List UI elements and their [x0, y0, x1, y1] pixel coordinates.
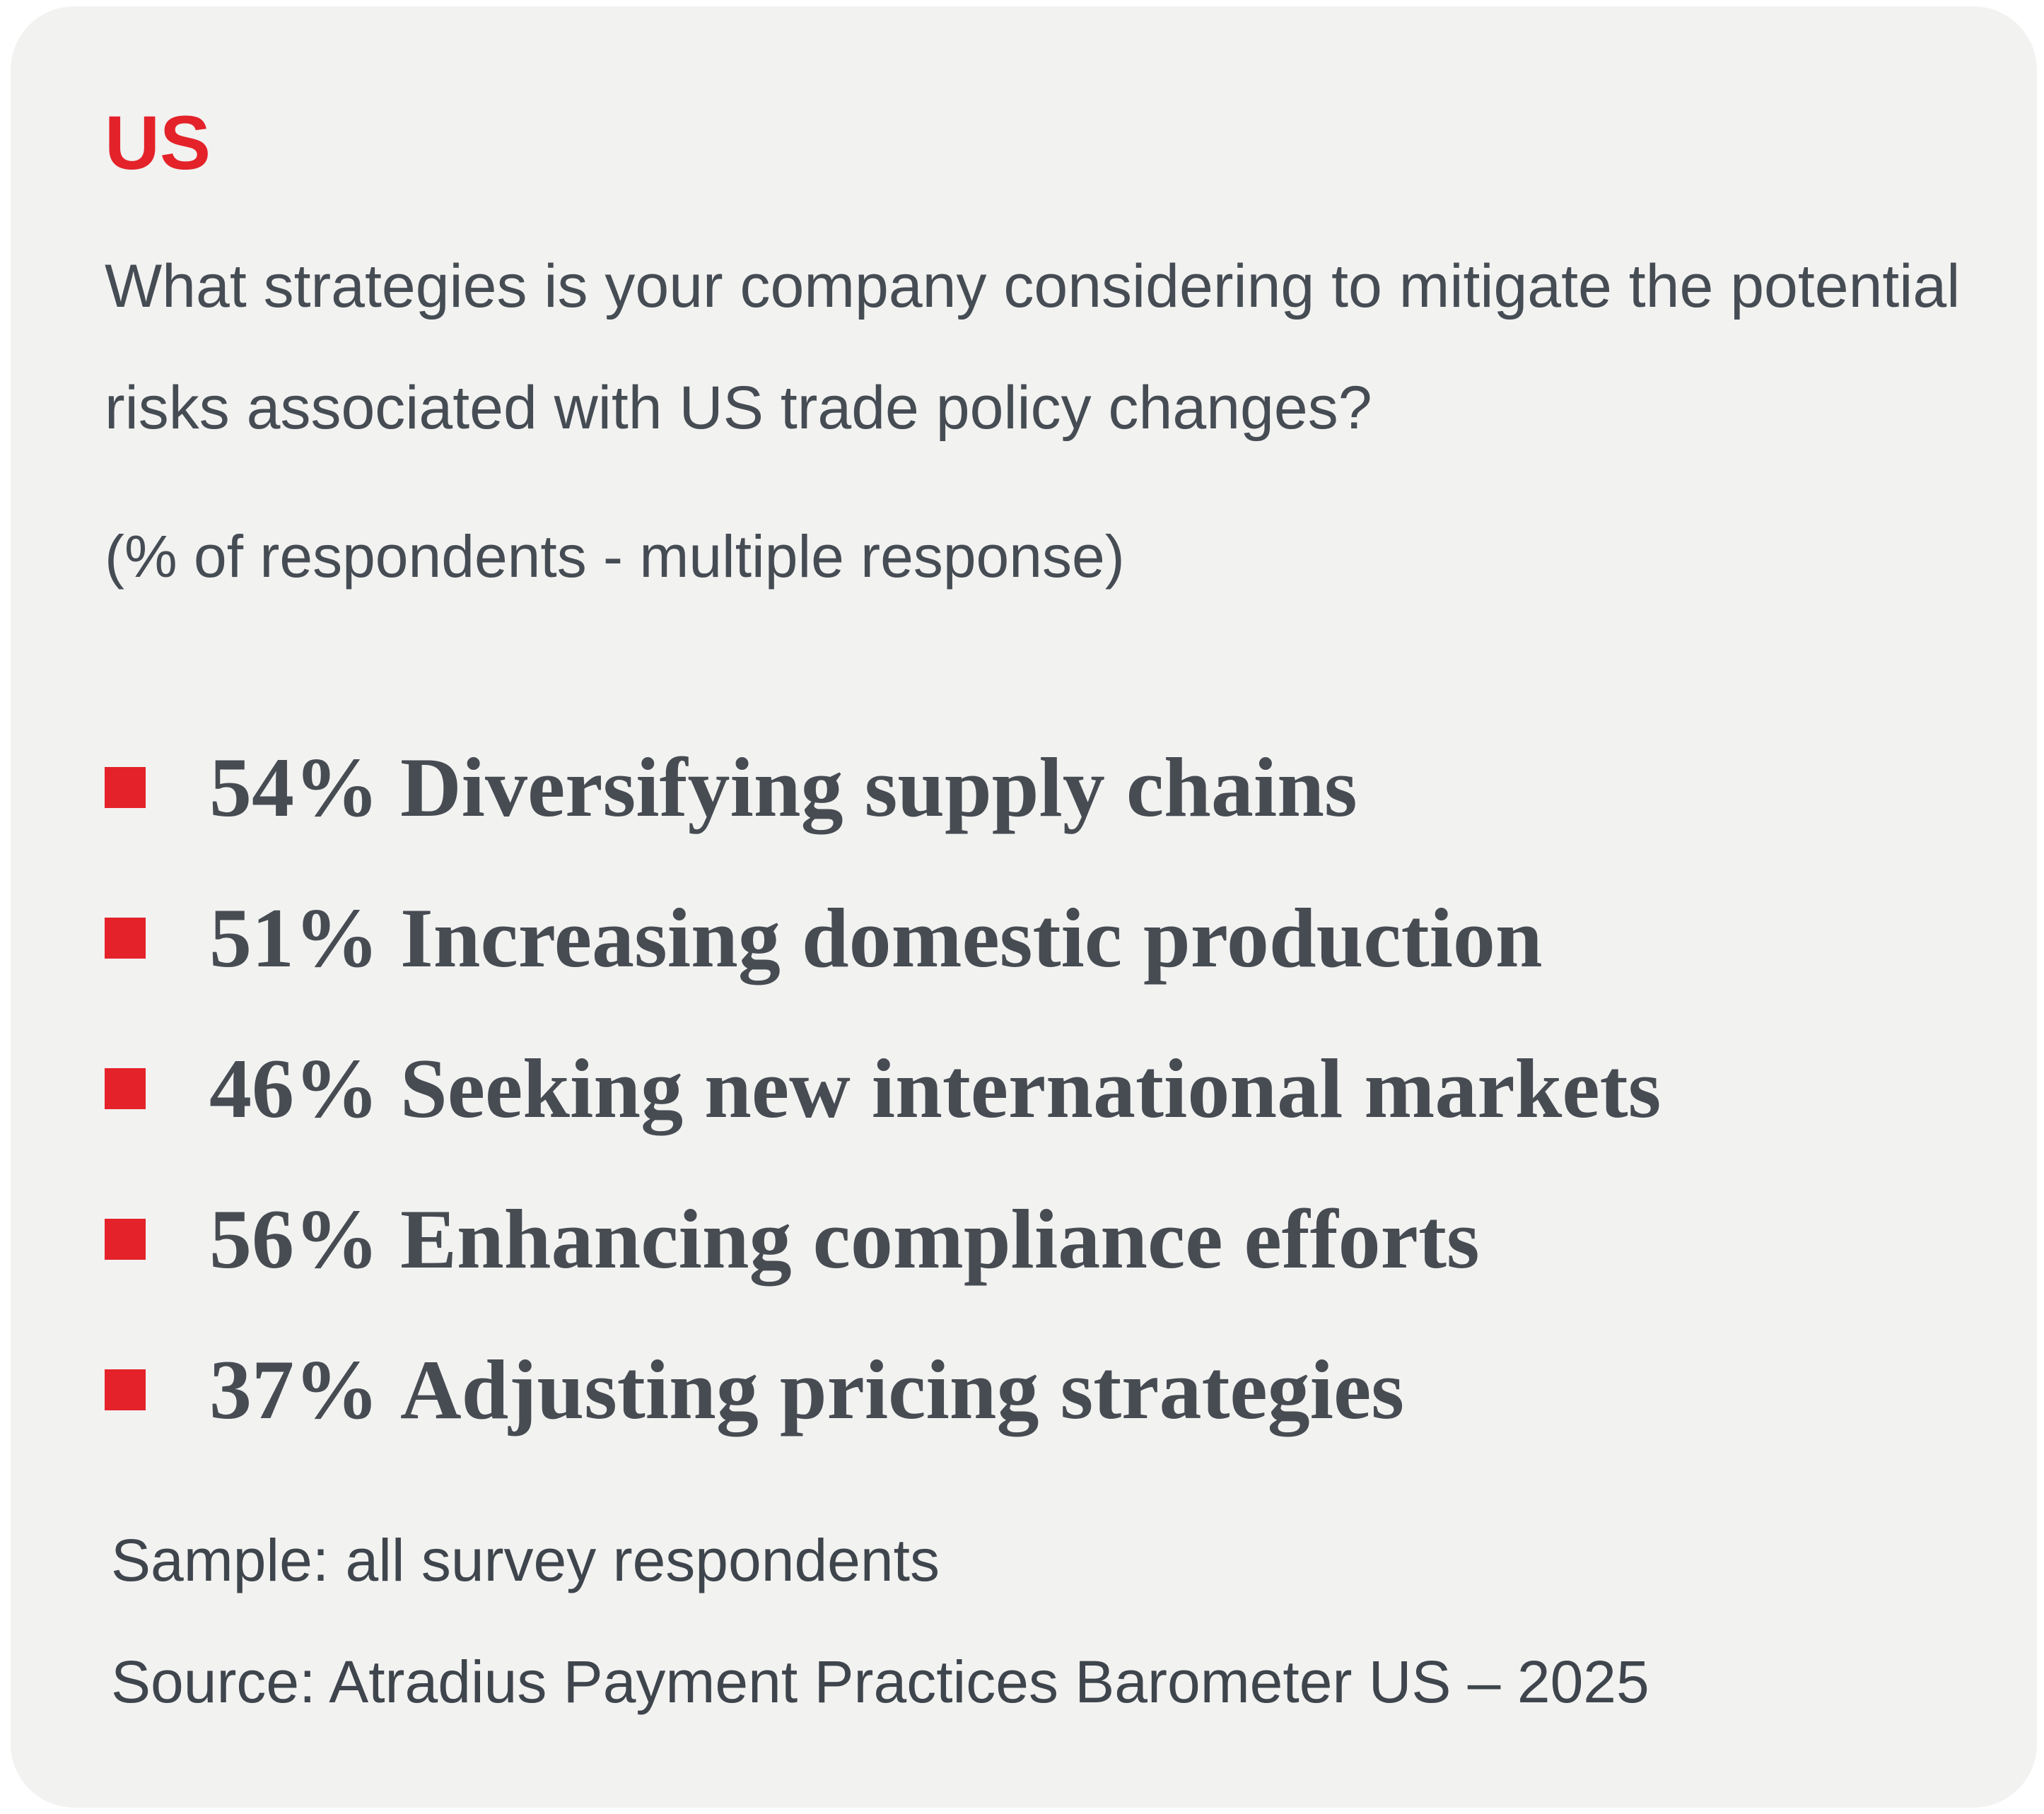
item-text: 46% Seeking new international markets: [209, 1040, 1661, 1137]
item-text: 54% Diversifying supply chains: [209, 739, 1357, 836]
list-item: 56% Enhancing compliance efforts: [105, 1186, 1480, 1292]
item-label: Enhancing compliance efforts: [400, 1192, 1480, 1286]
item-label: Adjusting pricing strategies: [400, 1342, 1404, 1436]
list-item: 37% Adjusting pricing strategies: [105, 1337, 1404, 1443]
bullet: [105, 767, 146, 808]
item-text: 56% Enhancing compliance efforts: [209, 1190, 1480, 1288]
item-percent: 37%: [209, 1342, 379, 1436]
sample-note: Sample: all survey respondents: [111, 1527, 940, 1593]
bullet: [105, 1068, 146, 1109]
list-item: 46% Seeking new international markets: [105, 1036, 1661, 1142]
item-label: Diversifying supply chains: [400, 740, 1357, 834]
bullet: [105, 918, 146, 959]
list-item: 51% Increasing domestic production: [105, 885, 1543, 991]
item-label: Increasing domestic production: [400, 891, 1543, 985]
item-text: 37% Adjusting pricing strategies: [209, 1341, 1404, 1439]
item-percent: 56%: [209, 1192, 379, 1286]
item-percent: 54%: [209, 740, 379, 834]
bullet: [105, 1369, 146, 1410]
item-text: 51% Increasing domestic production: [209, 889, 1543, 987]
region-title: US: [105, 100, 211, 185]
source-note: Source: Atradius Payment Practices Barom…: [111, 1649, 1649, 1715]
subtitle: (% of respondents - multiple response): [105, 523, 1125, 590]
card: US What strategies is your company consi…: [11, 6, 2037, 1808]
question: What strategies is your company consider…: [105, 252, 1961, 442]
item-percent: 51%: [209, 891, 379, 985]
list-item: 54% Diversifying supply chains: [105, 735, 1357, 841]
item-percent: 46%: [209, 1041, 379, 1135]
bullet: [105, 1219, 146, 1260]
item-label: Seeking new international markets: [400, 1041, 1662, 1135]
